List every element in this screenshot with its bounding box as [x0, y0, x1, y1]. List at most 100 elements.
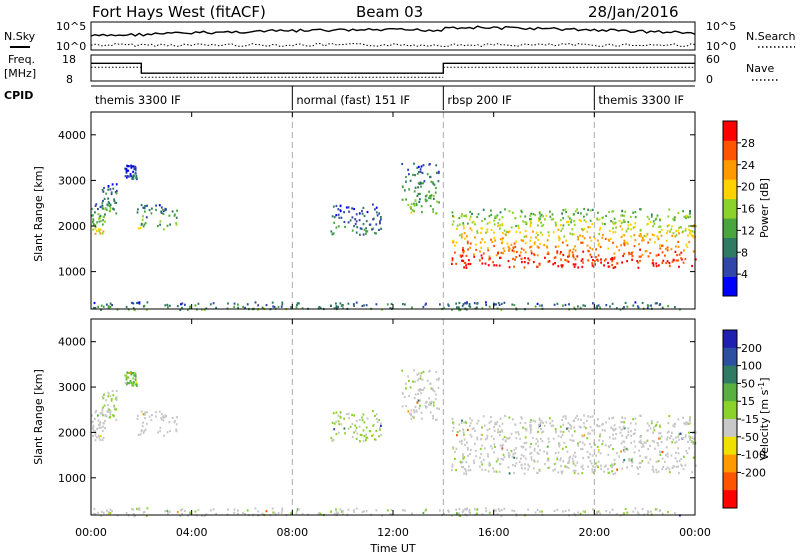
power-echo-cell: [488, 215, 491, 218]
velocity-echo-cell: [559, 430, 562, 433]
power-echo-cell: [608, 229, 611, 233]
velocity-echo-cell: [577, 444, 580, 447]
velocity-echo-cell: [301, 513, 304, 516]
velocity-echo-cell: [257, 510, 260, 513]
velocity-echo-cell: [365, 436, 368, 439]
velocity-echo-cell: [626, 466, 628, 469]
velocity-echo-cell: [556, 456, 559, 459]
power-echo-cell: [129, 165, 131, 168]
power-echo-cell: [409, 179, 412, 182]
velocity-echo-cell: [538, 469, 541, 473]
velocity-echo-cell: [535, 437, 538, 441]
power-echo-cell: [130, 166, 133, 169]
velocity-echo-cell: [420, 372, 423, 375]
power-echo-cell: [160, 211, 163, 214]
velocity-echo-cell: [614, 427, 617, 431]
power-echo-cell: [594, 237, 596, 240]
power-echo-cell: [625, 241, 628, 244]
velocity-echo-cell: [339, 416, 342, 419]
velocity-echo-cell: [209, 509, 212, 512]
velocity-echo-cell: [437, 378, 440, 381]
velocity-echo-cell: [554, 452, 557, 455]
velocity-echo-cell: [639, 461, 642, 465]
power-echo-cell: [99, 217, 101, 220]
power-echo-cell: [405, 180, 407, 183]
velocity-echo-cell: [335, 511, 338, 514]
velocity-echo-cell: [143, 429, 146, 433]
velocity-echo-cell: [528, 465, 531, 468]
velocity-echo-cell: [530, 456, 533, 459]
power-echo-cell: [667, 305, 669, 308]
power-echo-cell: [529, 225, 532, 228]
velocity-echo-cell: [560, 436, 563, 439]
velocity-echo-cell: [462, 457, 465, 460]
power-echo-cell: [650, 215, 653, 218]
velocity-echo-cell: [561, 472, 563, 475]
cpid-segment-label: themis 3300 IF: [95, 93, 181, 107]
velocity-echo-cell: [101, 412, 103, 415]
power-echo-cell: [637, 266, 640, 269]
power-echo-cell: [504, 208, 506, 211]
velocity-echo-cell: [562, 423, 564, 426]
power-echo-cell: [139, 226, 142, 229]
power-echo-cell: [513, 265, 515, 268]
velocity-echo-cell: [133, 381, 135, 384]
velocity-echo-cell: [351, 422, 354, 425]
power-echo-cell: [611, 210, 614, 213]
velocity-echo-cell: [99, 438, 102, 441]
velocity-echo-cell: [657, 470, 660, 473]
velocity-echo-cell: [184, 509, 186, 512]
power-echo-cell: [503, 229, 506, 232]
velocity-echo-cell: [416, 373, 419, 376]
power-echo-cell: [372, 203, 374, 206]
velocity-echo-cell: [508, 436, 511, 439]
power-echo-cell: [547, 251, 550, 254]
velocity-echo-cell: [490, 445, 492, 448]
velocity-echo-cell: [604, 444, 607, 447]
velocity-echo-cell: [101, 408, 104, 411]
velocity-echo-cell: [539, 449, 541, 452]
velocity-echo-cell: [94, 434, 97, 437]
velocity-echo-cell: [627, 430, 630, 433]
velocity-echo-cell: [99, 412, 102, 415]
velocity-echo-cell: [666, 452, 669, 455]
power-echo-cell: [666, 232, 668, 235]
power-echo-cell: [600, 258, 602, 261]
power-echo-cell: [447, 303, 449, 306]
velocity-echo-cell: [92, 426, 95, 429]
power-echo-cell: [524, 242, 527, 245]
power-echo-cell: [536, 265, 539, 268]
velocity-echo-cell: [655, 468, 658, 471]
velocity-echo-cell: [162, 415, 164, 418]
velocity-echo-cell: [462, 428, 465, 431]
power-echo-cell: [661, 261, 664, 264]
velocity-echo-cell: [604, 429, 606, 432]
velocity-echo-cell: [408, 394, 410, 398]
power-echo-cell: [527, 257, 530, 260]
power-echo-cell: [452, 239, 454, 242]
velocity-echo-cell: [512, 464, 514, 467]
velocity-echo-cell: [632, 432, 635, 436]
velocity-echo-cell: [567, 466, 570, 470]
power-echo-cell: [112, 187, 115, 190]
velocity-echo-cell: [281, 509, 284, 512]
velocity-echo-cell: [581, 464, 584, 467]
power-echo-cell: [583, 219, 586, 222]
power-echo-cell: [636, 260, 639, 263]
velocity-colorbar-blocks: [723, 330, 737, 509]
power-echo-cell: [674, 306, 676, 309]
velocity-echo-cell: [92, 429, 95, 432]
power-echo-cell: [488, 255, 491, 258]
velocity-echo-cell: [365, 439, 367, 442]
velocity-echo-cell: [107, 404, 109, 407]
power-echo-cell: [436, 171, 438, 174]
power-echo-cell: [361, 304, 364, 308]
velocity-echo-cell: [644, 456, 647, 459]
power-echo-cell: [542, 215, 544, 218]
power-echo-cell: [469, 215, 472, 218]
power-echo-cell: [375, 206, 378, 209]
power-echo-cell: [102, 207, 104, 210]
velocity-echo-cell: [608, 417, 610, 420]
velocity-echo-cell: [638, 461, 641, 465]
velocity-echo-cell: [110, 397, 113, 401]
